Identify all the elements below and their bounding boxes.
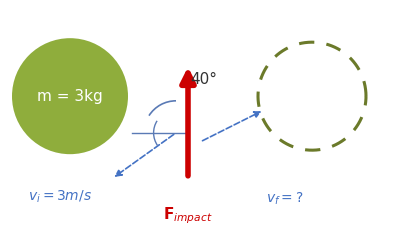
Ellipse shape xyxy=(12,38,128,154)
Text: 40°: 40° xyxy=(190,72,217,87)
Text: $v_i = 3m/s$: $v_i = 3m/s$ xyxy=(28,189,92,205)
Text: m = 3kg: m = 3kg xyxy=(37,89,103,104)
Text: $\mathbf{F}_{\mathit{impact}}$: $\mathbf{F}_{\mathit{impact}}$ xyxy=(163,205,213,226)
Text: $v_f =?$: $v_f =?$ xyxy=(266,191,303,207)
